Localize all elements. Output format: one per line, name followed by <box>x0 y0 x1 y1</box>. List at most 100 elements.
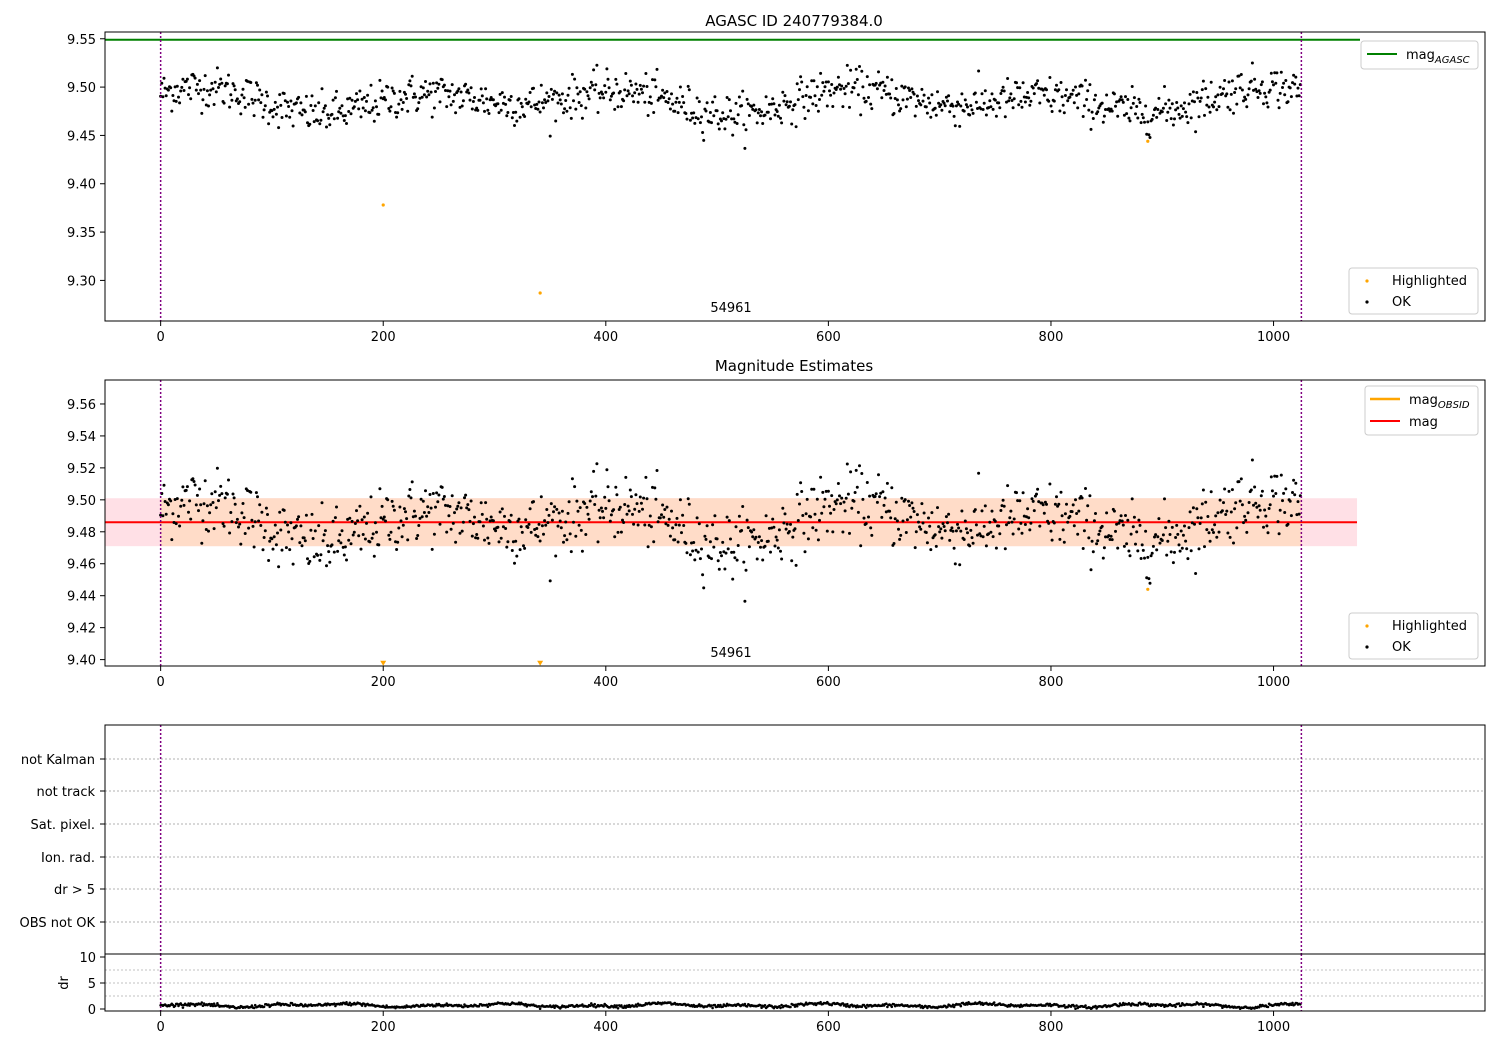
ok-point <box>868 494 872 498</box>
ok-point <box>1066 99 1070 103</box>
ok-point <box>431 81 435 85</box>
ok-point <box>382 515 386 519</box>
ok-point <box>1262 102 1265 106</box>
ok-point <box>761 122 765 125</box>
dr-point <box>1094 1004 1097 1008</box>
highlighted-point <box>381 203 385 207</box>
ok-point <box>954 104 958 108</box>
dr-point <box>843 1003 847 1006</box>
ok-point <box>485 517 489 521</box>
ok-point <box>1011 532 1015 536</box>
ok-point <box>406 538 410 542</box>
ok-point <box>404 92 407 96</box>
ok-point <box>543 98 547 102</box>
ok-point <box>1091 550 1095 554</box>
ok-point <box>726 547 730 551</box>
ok-point <box>770 102 774 106</box>
ok-point <box>345 558 348 562</box>
ok-point <box>453 511 456 515</box>
ok-point <box>1279 70 1283 74</box>
highlighted-point <box>380 660 387 666</box>
ok-point <box>514 110 518 114</box>
ok-point <box>755 557 759 561</box>
ok-point <box>387 107 391 110</box>
ok-point <box>1147 577 1151 581</box>
legend-ok-marker <box>1365 300 1369 304</box>
ok-point <box>615 493 619 497</box>
ok-point <box>451 521 455 525</box>
ok-point <box>927 96 930 100</box>
dr-point <box>477 1005 481 1008</box>
ok-point <box>267 559 271 562</box>
ok-point <box>547 95 551 98</box>
ok-point <box>230 98 234 102</box>
y-tick-label: 9.46 <box>67 558 96 573</box>
ok-point <box>1178 116 1182 120</box>
ok-point <box>414 514 417 518</box>
ok-point <box>1186 121 1190 125</box>
ok-point <box>1031 86 1035 90</box>
ok-point <box>842 87 846 90</box>
ok-point <box>1072 101 1076 105</box>
ok-point <box>816 109 820 113</box>
ok-point <box>564 99 568 102</box>
ok-point <box>922 93 926 97</box>
ok-point <box>947 512 951 516</box>
ok-point <box>1041 88 1045 92</box>
ok-point <box>264 90 268 94</box>
dr-gridlines <box>105 969 1485 997</box>
ok-point <box>524 518 528 522</box>
ok-point <box>997 101 1001 105</box>
ok-point <box>1293 493 1297 497</box>
ok-point <box>526 526 530 529</box>
ok-point <box>1048 482 1052 486</box>
ok-point <box>869 526 873 530</box>
ok-point <box>458 105 462 109</box>
ok-point <box>222 524 226 528</box>
ok-point <box>1163 497 1166 501</box>
ok-point <box>1258 91 1262 95</box>
ok-point <box>924 105 928 109</box>
ok-point <box>705 524 709 528</box>
ok-point <box>299 524 303 528</box>
ok-point <box>414 95 417 99</box>
ok-point <box>1005 523 1008 527</box>
ok-point <box>878 495 882 499</box>
ok-point <box>296 517 299 521</box>
ok-point <box>710 557 713 561</box>
ok-point <box>701 573 705 577</box>
ok-point <box>438 100 442 104</box>
ok-point <box>1010 520 1014 524</box>
ok-point <box>954 529 958 533</box>
ok-point <box>740 104 744 108</box>
dr-point <box>844 1005 848 1008</box>
ok-point <box>401 523 405 527</box>
dr-point <box>347 1003 351 1007</box>
ok-point <box>362 515 366 519</box>
ok-point <box>910 87 914 91</box>
ok-point <box>938 530 942 534</box>
ok-point <box>563 534 567 538</box>
ok-point <box>1292 478 1296 482</box>
ok-point <box>723 127 727 131</box>
ok-point <box>1140 112 1144 116</box>
ok-point <box>397 526 401 530</box>
ok-point <box>457 501 461 505</box>
ok-point <box>1184 539 1188 543</box>
ok-point <box>348 96 352 100</box>
ok-point <box>682 101 686 105</box>
ok-point <box>353 99 357 103</box>
ok-point <box>1071 503 1075 507</box>
dr-point <box>1201 1002 1204 1006</box>
ok-point <box>867 515 870 519</box>
ok-point <box>239 542 243 546</box>
ok-point <box>159 513 163 517</box>
ok-point <box>754 535 758 539</box>
ok-point <box>784 527 788 531</box>
ok-point <box>901 98 905 102</box>
ok-point <box>336 549 340 553</box>
ok-point <box>835 85 839 89</box>
ok-point <box>274 112 278 116</box>
